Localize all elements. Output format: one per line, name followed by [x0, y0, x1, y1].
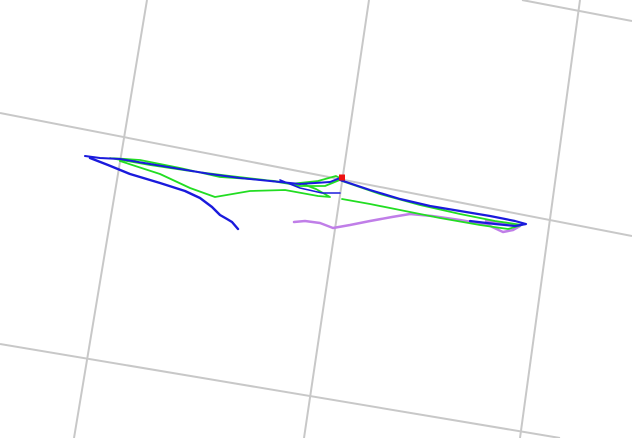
trajectory-blue-path — [88, 156, 240, 231]
trajectory-blue-path — [279, 179, 341, 194]
grid-line — [519, 0, 581, 438]
grid-line — [0, 112, 632, 237]
trajectory-blue-path — [338, 178, 528, 228]
trajectory-blue — [84, 155, 528, 231]
trajectory-green — [109, 157, 523, 230]
current-position-marker — [339, 174, 345, 181]
grid-line — [0, 343, 561, 438]
trajectory-blue-path — [84, 155, 341, 185]
grid-line — [303, 0, 370, 438]
trajectory-green-path — [119, 160, 331, 198]
grid-line — [521, 0, 632, 22]
grid-line — [73, 0, 148, 438]
